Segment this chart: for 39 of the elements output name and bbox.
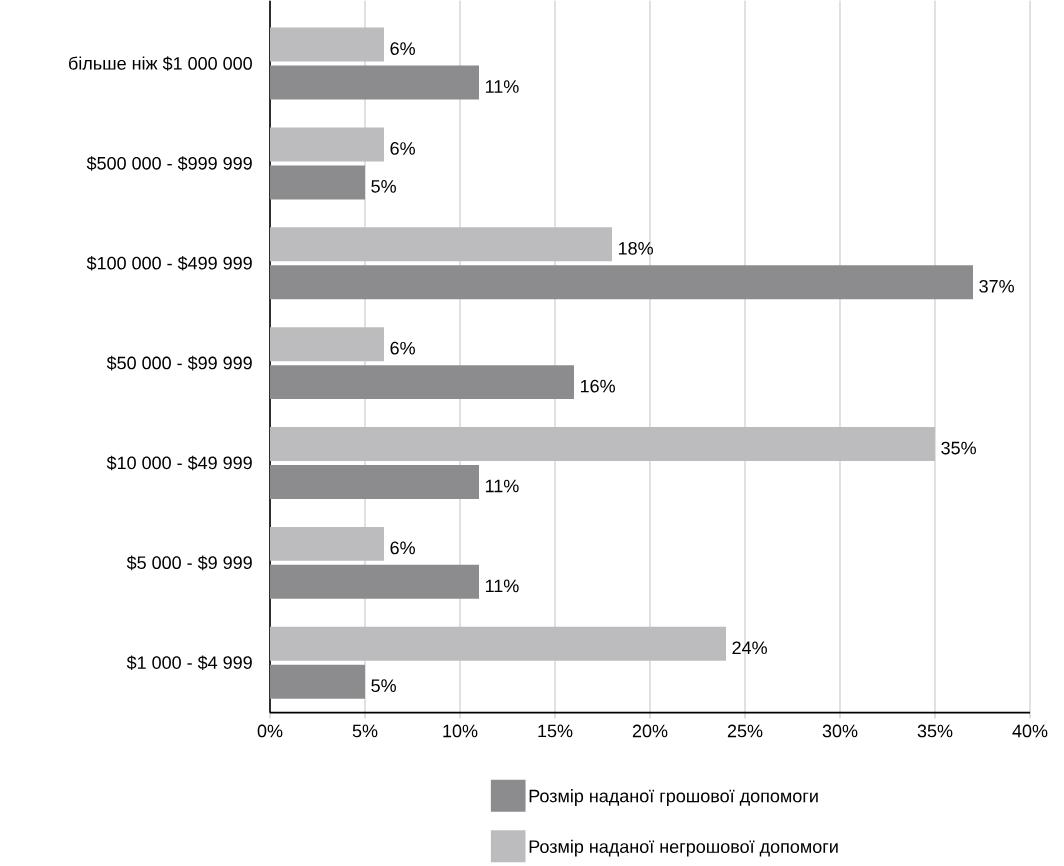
legend-label: Розмір наданої грошової допомоги <box>529 789 818 806</box>
data-label: 6% <box>390 341 415 355</box>
data-label: 18% <box>618 241 653 255</box>
x-tick-label: 40% <box>1012 724 1048 738</box>
y-tick-label: $500 000 - $999 999 <box>86 156 252 171</box>
data-label: 5% <box>371 180 396 193</box>
x-tick-label: 25% <box>727 724 763 738</box>
y-tick-label: $100 000 - $499 999 <box>86 256 252 271</box>
bar <box>270 664 365 699</box>
data-label: 6% <box>390 142 415 155</box>
x-tick-label: 20% <box>632 724 668 738</box>
data-label: 11% <box>485 80 519 93</box>
legend-label: Розмір наданої негрошової допомоги <box>529 839 838 857</box>
data-label: 11% <box>485 579 519 593</box>
x-tick-label: 0% <box>257 724 283 738</box>
y-tick-label: $10 000 - $49 999 <box>106 455 252 471</box>
data-label: 16% <box>580 379 615 393</box>
data-label: 5% <box>371 679 396 693</box>
x-tick-label: 15% <box>538 724 573 738</box>
data-label: 24% <box>732 641 767 655</box>
y-tick-label: більше ніж $1 000 000 <box>69 56 252 71</box>
y-tick-label: $1 000 - $4 999 <box>126 655 252 671</box>
bar <box>270 265 973 300</box>
y-tick-label: $5 000 - $9 999 <box>126 555 252 571</box>
x-tick-label: 35% <box>917 724 953 738</box>
bar <box>270 564 479 599</box>
data-label: 11% <box>485 479 519 493</box>
bar <box>270 165 365 200</box>
data-label: 35% <box>941 441 976 455</box>
x-tick-label: 30% <box>822 724 858 738</box>
x-tick-label: 10% <box>443 724 478 738</box>
x-tick-label: 5% <box>352 724 378 738</box>
data-label: 6% <box>390 42 415 55</box>
y-tick-label: $50 000 - $99 999 <box>106 355 252 371</box>
bar <box>270 365 574 400</box>
bar <box>270 465 479 499</box>
data-label: 37% <box>979 279 1014 293</box>
bar <box>270 65 479 100</box>
data-label: 6% <box>390 541 415 555</box>
